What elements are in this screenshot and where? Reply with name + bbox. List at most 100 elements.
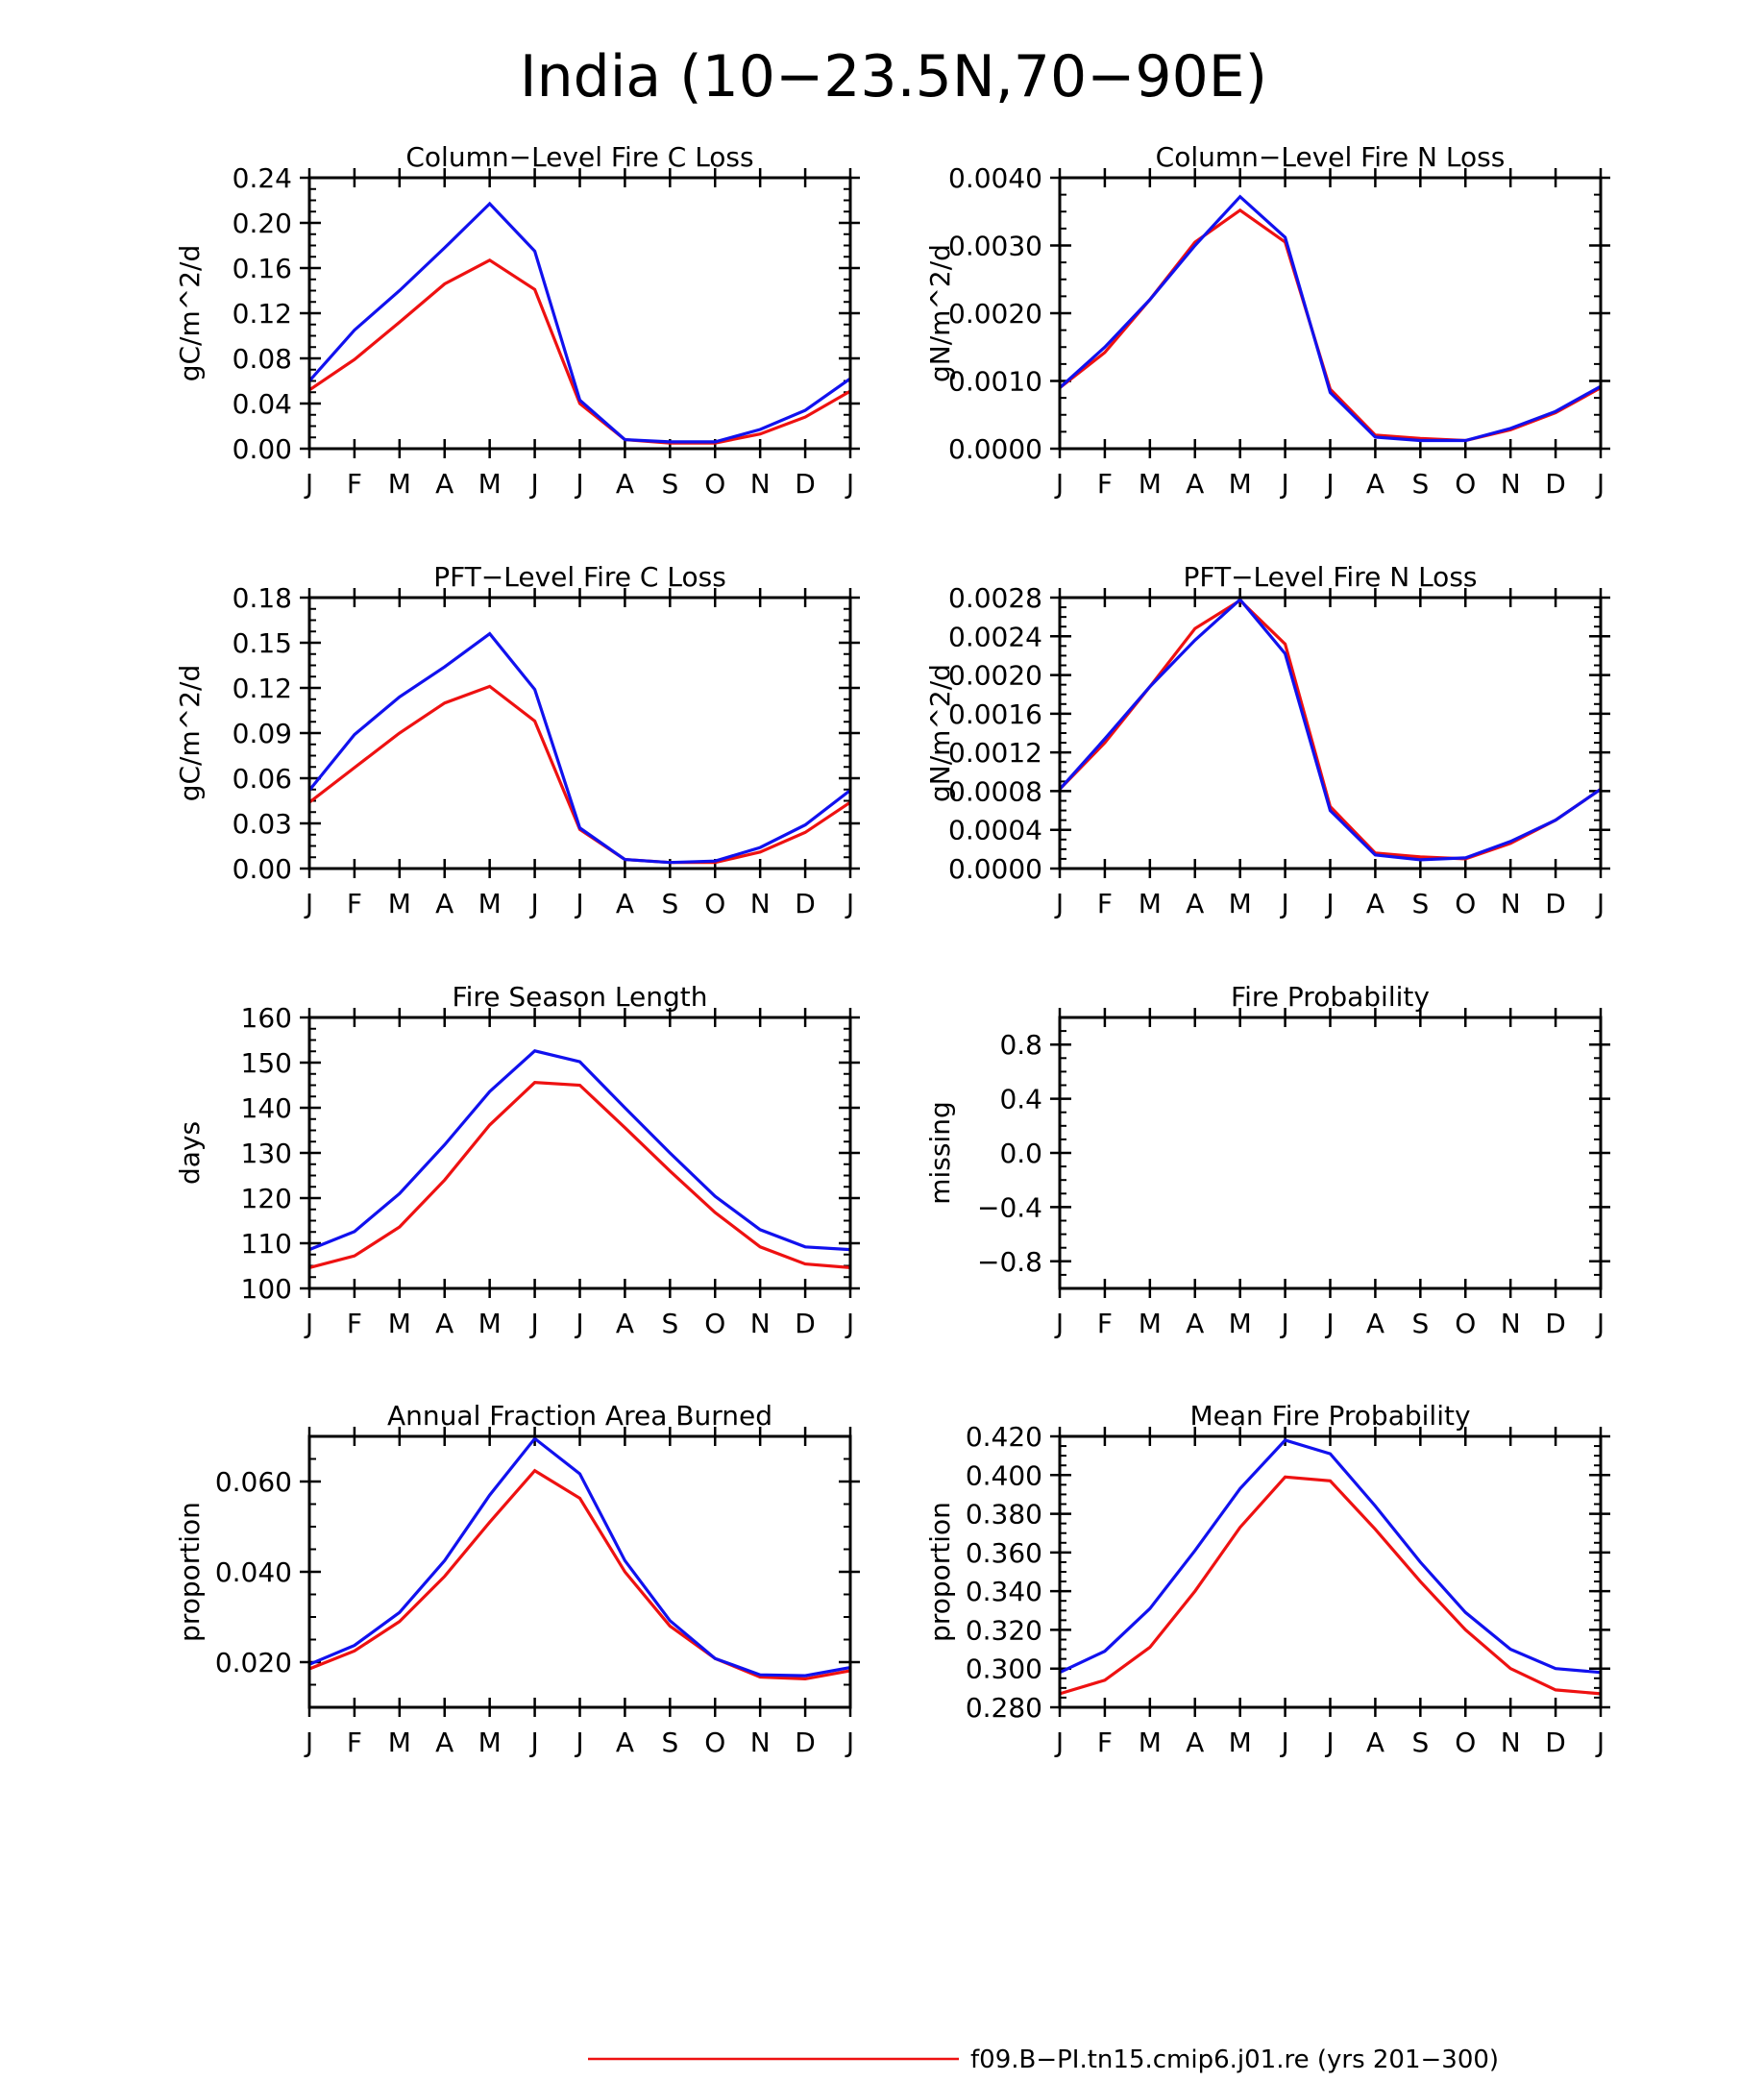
x-tick-label: J <box>574 1308 583 1339</box>
y-tick-label: 0.380 <box>966 1499 1042 1531</box>
x-tick-label: N <box>750 1727 771 1758</box>
y-axis-label: days <box>174 1121 206 1185</box>
panel-title: Mean Fire Probability <box>1189 1400 1470 1432</box>
plot-frame <box>1058 1016 1603 1290</box>
x-tick-label: O <box>704 1727 725 1758</box>
y-tick-label: 0.0010 <box>948 366 1042 398</box>
x-tick-label: J <box>574 888 583 919</box>
x-tick-label: A <box>616 468 634 500</box>
x-tick-label: F <box>347 1308 362 1339</box>
y-axis-label: missing <box>924 1101 956 1205</box>
x-tick-label: A <box>1186 468 1204 500</box>
x-tick-label: M <box>1229 1308 1252 1339</box>
y-tick-label: 0.340 <box>966 1576 1042 1607</box>
x-tick-label: M <box>388 1308 411 1339</box>
y-tick-label: 0.0000 <box>948 433 1042 465</box>
x-tick-label: J <box>1279 1727 1288 1758</box>
y-tick-label: 0.04 <box>233 388 292 420</box>
panel-title: Fire Season Length <box>453 981 708 1013</box>
x-tick-label: M <box>1229 1727 1252 1758</box>
y-tick-label: 0.060 <box>215 1466 292 1498</box>
x-tick-label: S <box>1411 1308 1429 1339</box>
series-line <box>307 631 851 865</box>
x-tick-label: J <box>1324 468 1334 500</box>
x-tick-label: S <box>1411 1727 1429 1758</box>
x-tick-label: F <box>347 1727 362 1758</box>
y-tick-label: 0.040 <box>215 1556 292 1588</box>
plot-frame <box>1058 596 1603 870</box>
x-tick-label: F <box>1097 1308 1113 1339</box>
y-axis-label: gC/m^2/d <box>174 665 206 802</box>
series-line <box>308 1468 851 1681</box>
x-tick-label: J <box>304 468 313 500</box>
x-tick-label: D <box>1545 1727 1566 1758</box>
series-line <box>1059 208 1602 443</box>
y-tick-label: −0.8 <box>977 1246 1042 1278</box>
x-tick-label: J <box>574 468 583 500</box>
y-tick-label: 0.12 <box>233 673 292 704</box>
x-tick-label: O <box>704 1308 725 1339</box>
x-tick-label: A <box>616 1308 634 1339</box>
x-tick-label: J <box>1324 1308 1334 1339</box>
series-line <box>308 257 851 445</box>
panel-title: Annual Fraction Area Burned <box>387 1400 772 1432</box>
x-tick-label: N <box>750 888 771 919</box>
x-tick-label: M <box>1229 468 1252 500</box>
x-tick-label: J <box>1595 888 1605 919</box>
x-tick-label: D <box>1545 468 1566 500</box>
x-tick-label: J <box>1279 468 1288 500</box>
y-tick-label: 0.0004 <box>948 815 1042 846</box>
x-tick-label: D <box>795 1308 816 1339</box>
x-tick-label: D <box>795 1727 816 1758</box>
x-tick-label: J <box>1595 468 1605 500</box>
x-tick-label: J <box>304 1308 313 1339</box>
x-tick-label: O <box>1455 1727 1476 1758</box>
x-tick-label: J <box>1324 1727 1334 1758</box>
x-tick-label: S <box>661 1308 678 1339</box>
x-tick-label: J <box>1595 1727 1605 1758</box>
y-tick-label: 0.0030 <box>948 231 1042 262</box>
x-tick-label: A <box>435 468 453 500</box>
y-axis-label: gC/m^2/d <box>174 245 206 382</box>
x-tick-label: J <box>528 1308 538 1339</box>
series-line <box>308 1081 851 1269</box>
x-tick-label: M <box>1229 888 1252 919</box>
series-line <box>307 201 851 444</box>
y-axis-label: gN/m^2/d <box>924 664 956 802</box>
x-tick-label: A <box>1366 468 1384 500</box>
y-tick-label: 140 <box>241 1092 292 1124</box>
x-tick-label: J <box>1054 1727 1064 1758</box>
x-tick-label: J <box>1279 888 1288 919</box>
x-tick-label: F <box>1097 888 1113 919</box>
legend-label: f09.B−PI.tn15.cmip6.j01.re (yrs 201−300) <box>970 2045 1499 2074</box>
y-tick-label: 0.00 <box>233 853 292 885</box>
x-tick-label: M <box>478 1308 502 1339</box>
plot-frame <box>307 596 852 870</box>
y-tick-label: 0.400 <box>966 1459 1042 1491</box>
plot-frame <box>307 1434 852 1709</box>
x-tick-label: A <box>1366 888 1384 919</box>
x-tick-label: J <box>845 468 854 500</box>
y-tick-label: 0.03 <box>233 808 292 840</box>
y-tick-label: 0.8 <box>999 1029 1042 1061</box>
panel-title: PFT−Level Fire N Loss <box>1183 561 1477 593</box>
y-tick-label: 160 <box>241 1002 292 1034</box>
x-tick-label: J <box>1054 888 1064 919</box>
y-tick-label: 0.0016 <box>948 698 1042 730</box>
y-tick-label: 0.0020 <box>948 660 1042 692</box>
panel-title: PFT−Level Fire C Loss <box>433 561 726 593</box>
x-tick-label: O <box>704 888 725 919</box>
series-line <box>308 1049 851 1252</box>
y-tick-label: 120 <box>241 1183 292 1214</box>
y-tick-label: 0.0028 <box>948 582 1042 614</box>
y-tick-label: 0.0 <box>999 1138 1042 1169</box>
x-tick-label: A <box>435 888 453 919</box>
x-tick-label: J <box>1324 888 1334 919</box>
x-tick-label: N <box>1501 1727 1521 1758</box>
series-line <box>1059 1475 1602 1696</box>
